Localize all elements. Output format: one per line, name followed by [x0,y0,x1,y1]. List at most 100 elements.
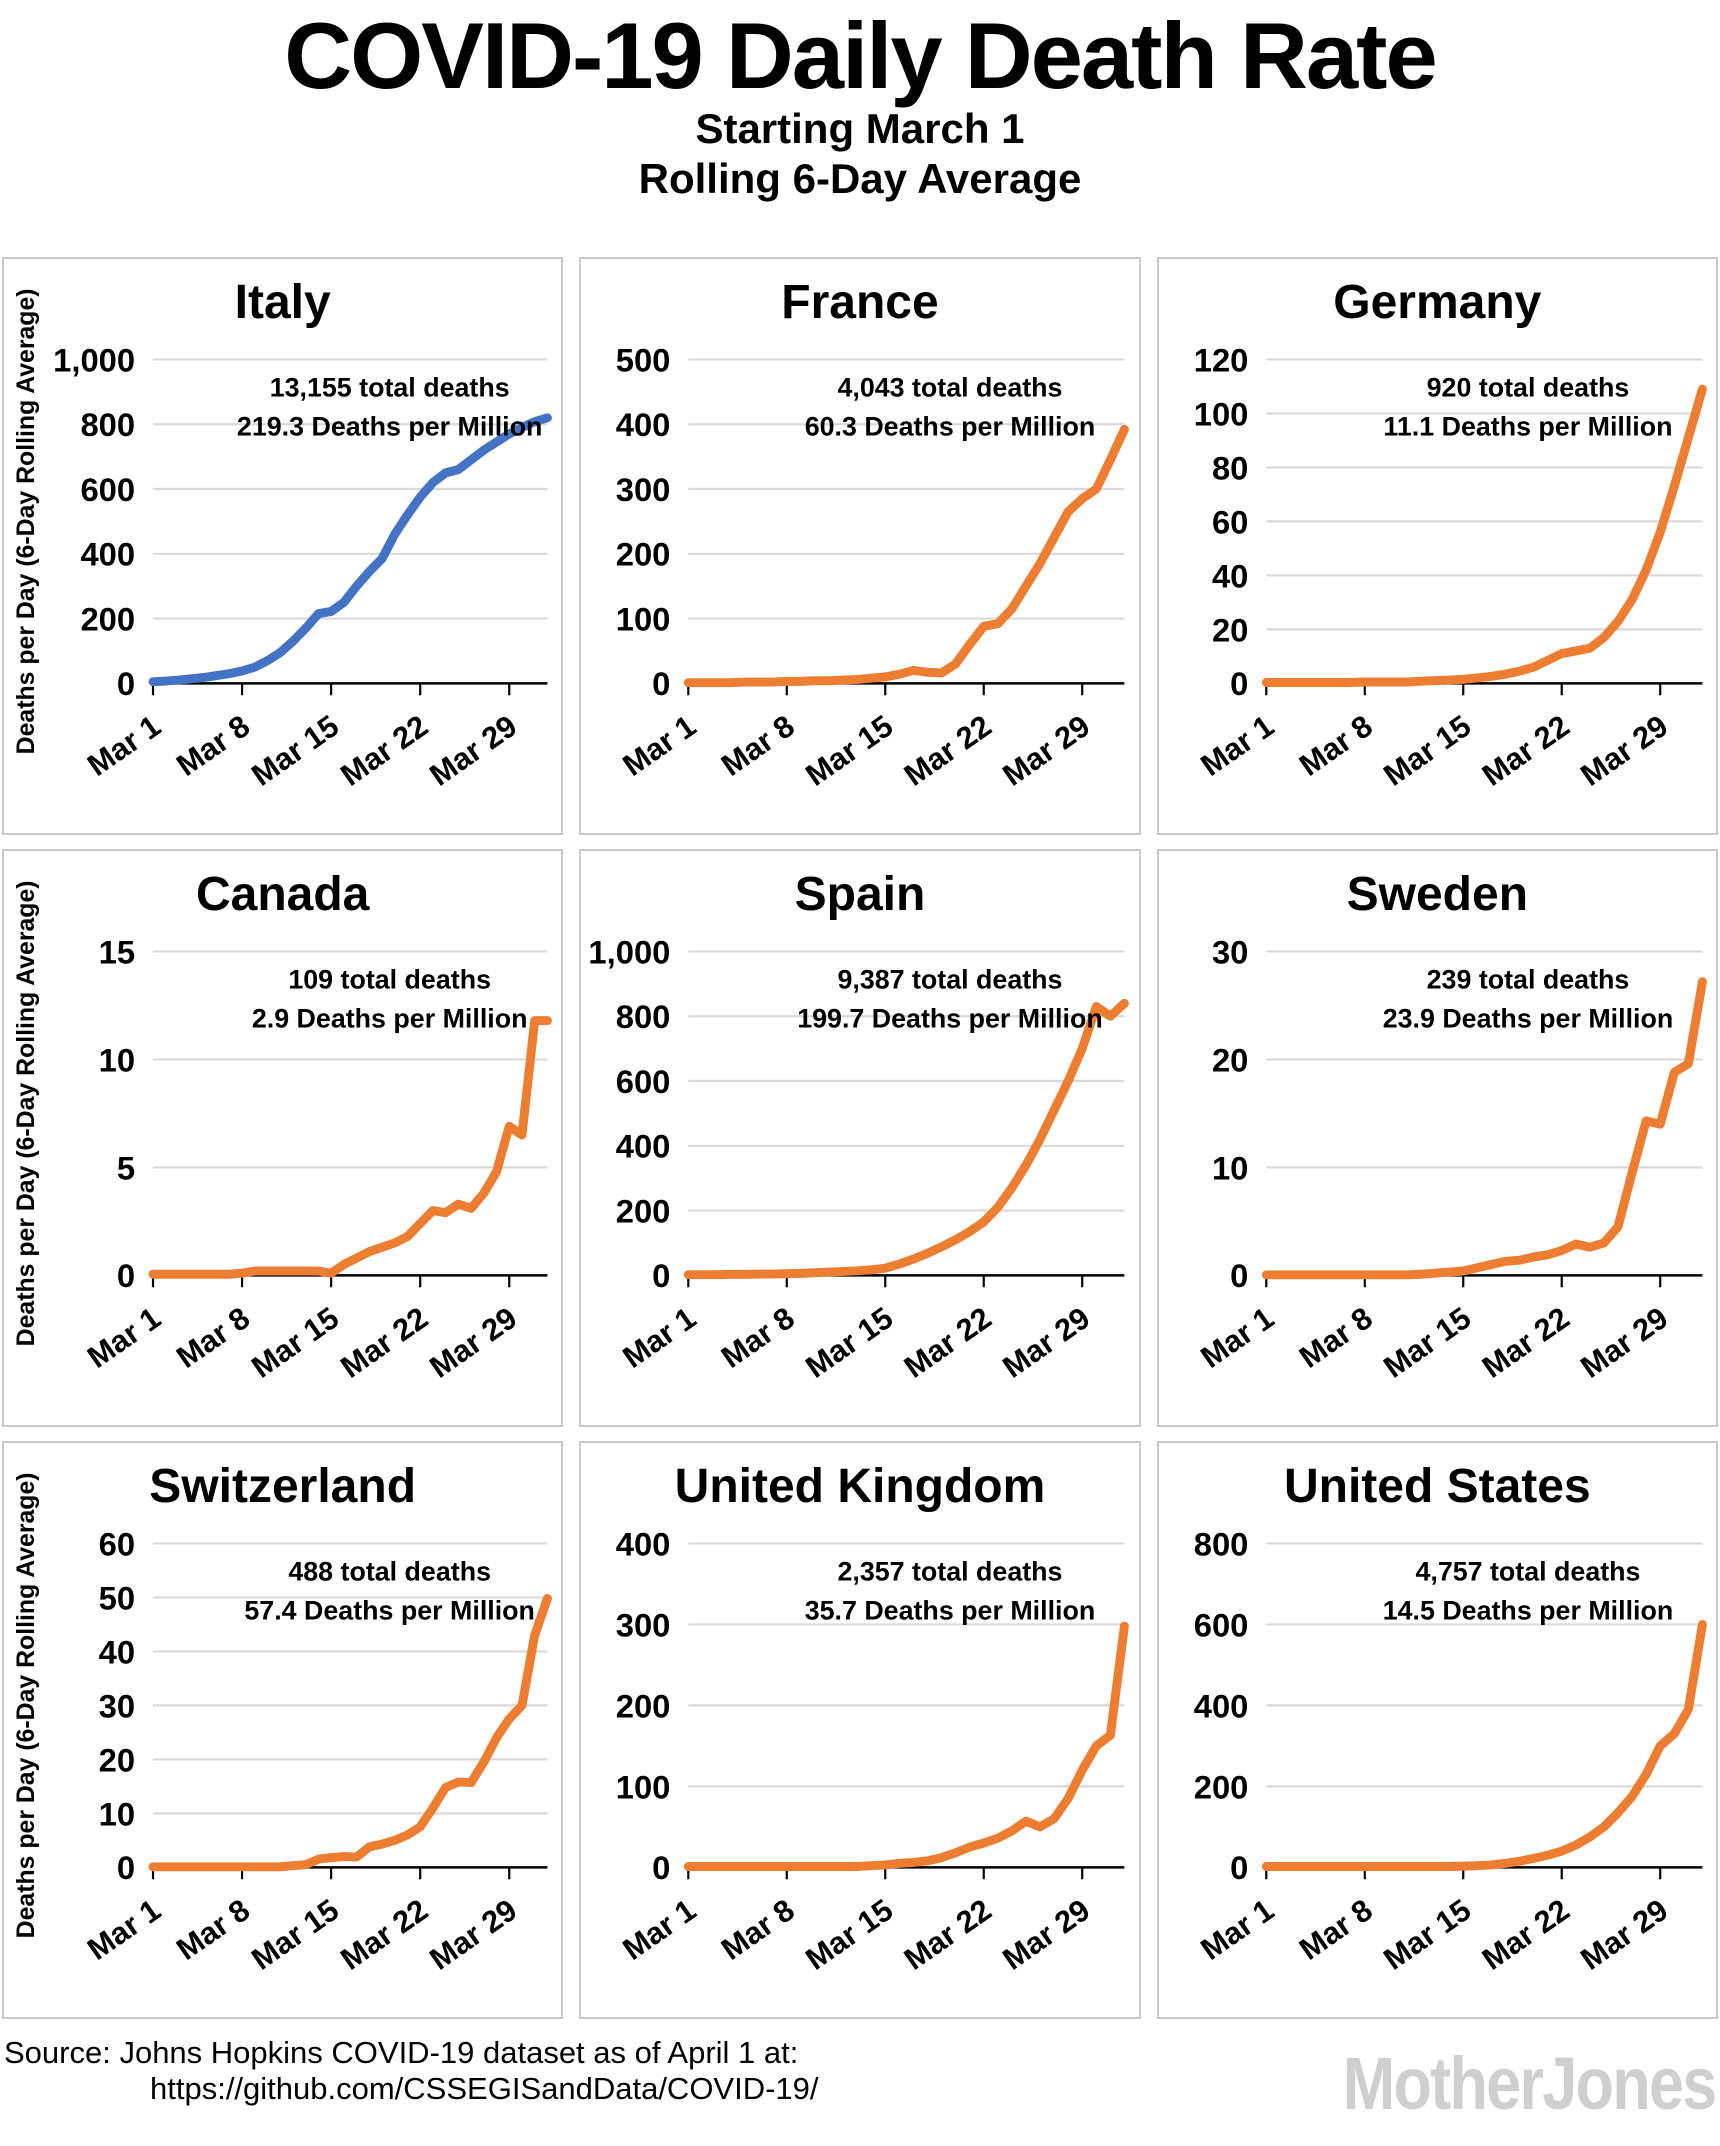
page-subtitle-1: Starting March 1 [695,104,1025,152]
chart-title: Canada [195,867,370,921]
y-tick-label: 30 [1212,933,1248,970]
x-tick-label: Mar 29 [997,1300,1097,1385]
y-tick-label: 600 [80,471,135,508]
chart-panel-italy: Italy 0 200 400 600 800 1,000 Mar 1 Mar 8 Mar 15 M… [2,256,564,835]
y-axis-label: Deaths per Day (6-Day Rolling Average) [13,1472,40,1938]
chart-panel-switzerland: Switzerland 0 10 20 30 40 50 60 Mar 1 Mar 8 Mar 15… [2,1440,564,2019]
data-line [148,412,552,686]
annotation-line2: 23.9 Deaths per Million [1382,1003,1673,1033]
x-tick-label: Mar 1 [81,1300,167,1375]
x-tick-label: Mar 22 [1475,1892,1575,1977]
y-tick-label: 200 [616,1687,671,1724]
annotation-line2: 57.4 Deaths per Million [244,1595,535,1625]
x-tick-label: Mar 1 [1194,1892,1280,1967]
y-tick-label: 5 [117,1149,135,1186]
y-tick-label: 300 [616,471,671,508]
page-subtitle-2: Rolling 6-Day Average [638,155,1082,203]
page-header: COVID-19 Daily Death Rate Starting March… [0,0,1720,205]
data-line [684,1621,1130,1871]
source-text-line1: Source: Johns Hopkins COVID-19 dataset a… [4,2034,799,2070]
annotation-line1: 9,387 total deaths [838,964,1063,994]
y-tick-label: 300 [616,1606,671,1643]
chart-title: Germany [1333,275,1542,329]
x-tick-label: Mar 15 [245,1892,345,1977]
y-tick-label: 10 [99,1041,135,1078]
chart-panel-sweden: Sweden 0 10 20 30 Mar 1 Mar 8 Mar 15 Mar 22 Mar 2… [1156,848,1718,1427]
y-tick-label: 0 [117,1257,135,1294]
x-tick-label: Mar 29 [423,1892,523,1977]
annotation-line2: 14.5 Deaths per Million [1382,1595,1673,1625]
page-title: COVID-19 Daily Death Rate [284,3,1437,108]
chart-panel-france: France 0 100 200 300 400 500 Mar 1 Mar 8 Mar 15 Ma… [579,256,1141,835]
y-tick-label: 40 [99,1633,135,1670]
y-tick-label: 100 [1193,395,1248,432]
annotation-line2: 219.3 Deaths per Million [237,411,542,441]
x-tick-label: Mar 1 [81,1892,167,1967]
x-tick-label: Mar 8 [715,1892,801,1967]
y-tick-label: 10 [99,1795,135,1832]
x-tick-label: Mar 1 [1194,1300,1280,1375]
page-footer: Source: Johns Hopkins COVID-19 dataset a… [0,2035,1720,2135]
y-tick-label: 1,000 [589,933,671,970]
y-tick-label: 100 [616,600,671,637]
x-tick-label: Mar 15 [1377,1300,1477,1385]
y-tick-label: 600 [1193,1606,1248,1643]
y-tick-label: 20 [99,1741,135,1778]
y-tick-label: 400 [616,1127,671,1164]
annotation-line1: 4,043 total deaths [838,372,1063,402]
y-tick-label: 80 [1212,449,1248,486]
y-tick-label: 200 [80,600,135,637]
x-tick-label: Mar 8 [715,708,801,783]
annotation-line1: 13,155 total deaths [270,372,510,402]
y-axis-label: Deaths per Day (6-Day Rolling Average) [13,288,40,754]
annotation-line1: 2,357 total deaths [838,1556,1063,1586]
x-tick-label: Mar 15 [1377,1892,1477,1977]
y-tick-label: 400 [80,535,135,572]
y-tick-label: 800 [1193,1525,1248,1562]
chart-panel-united-kingdom: United Kingdom 0 100 200 300 400 Mar 1 Mar 8 Mar… [579,1440,1141,2019]
y-tick-label: 20 [1212,611,1248,648]
chart-title: Italy [234,275,331,329]
x-tick-label: Mar 29 [423,708,523,793]
motherjones-logo: MotherJones [1343,2041,1717,2125]
x-tick-label: Mar 29 [423,1300,523,1385]
y-tick-label: 600 [616,1063,671,1100]
x-tick-label: Mar 22 [1475,708,1575,793]
chart-panel-canada: Canada 0 5 10 15 Mar 1 Mar 8 Mar 15 Mar 22 Mar 29… [2,848,564,1427]
y-tick-label: 0 [1230,665,1248,702]
y-tick-label: 0 [117,665,135,702]
y-tick-label: 60 [99,1525,135,1562]
x-tick-label: Mar 22 [334,1892,434,1977]
x-tick-label: Mar 15 [800,1300,900,1385]
x-tick-label: Mar 29 [997,708,1097,793]
y-tick-label: 400 [1193,1687,1248,1724]
annotation-line1: 488 total deaths [288,1556,491,1586]
x-tick-label: Mar 1 [81,708,167,783]
y-tick-label: 500 [616,341,671,378]
x-tick-label: Mar 15 [800,708,900,793]
y-tick-label: 30 [99,1687,135,1724]
source-text-line2: https://github.com/CSSEGISandData/COVID-… [150,2070,819,2106]
chart-panel-spain: Spain 0 200 400 600 800 1,000 Mar 1 Mar 8 Mar 15 M… [579,848,1141,1427]
annotation-line2: 199.7 Deaths per Million [798,1003,1103,1033]
y-tick-label: 400 [616,1525,671,1562]
y-tick-label: 800 [616,998,671,1035]
y-tick-label: 0 [117,1849,135,1886]
y-tick-label: 10 [1212,1149,1248,1186]
annotation-line2: 60.3 Deaths per Million [805,411,1096,441]
annotation-line2: 11.1 Deaths per Million [1383,411,1672,441]
data-line [1261,976,1707,1279]
y-tick-label: 40 [1212,557,1248,594]
y-tick-label: 100 [616,1768,671,1805]
data-line [1261,1619,1707,1871]
annotation-line1: 4,757 total deaths [1415,1556,1640,1586]
x-tick-label: Mar 29 [1574,1300,1674,1385]
y-tick-label: 400 [616,406,671,443]
x-tick-label: Mar 1 [617,1892,703,1967]
data-line [148,1593,552,1871]
